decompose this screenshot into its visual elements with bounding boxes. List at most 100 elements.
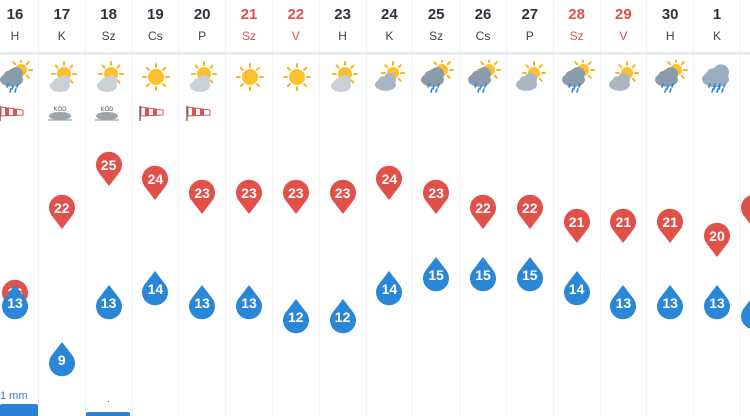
day-column[interactable]: 18 Sz KÖD 25 13 (86, 0, 133, 416)
cloud-sun-icon (607, 60, 641, 94)
min-temp-drop: 13 (703, 284, 731, 320)
day-number: 21 (240, 6, 258, 23)
day-number: 28 (568, 6, 585, 23)
min-temp-drop: 14 (375, 270, 403, 306)
max-temp-pin: 23 (282, 179, 310, 215)
max-temp-value: 23 (428, 185, 444, 202)
day-name: Cs (475, 29, 491, 43)
day-name: H (10, 29, 20, 43)
sun-cloud-icon (327, 60, 361, 94)
day-name: Sz (241, 29, 256, 43)
day-name: V (291, 29, 300, 43)
min-temp-drop: 14 (563, 270, 591, 306)
max-temp-pin: 23 (188, 179, 216, 215)
day-column[interactable]: 21 Sz 23 13 (226, 0, 273, 416)
min-temp-value: 13 (709, 294, 725, 311)
max-temp-pin: 21 (656, 208, 684, 244)
svg-text:KÖD: KÖD (53, 106, 67, 113)
cloud-sun-icon (373, 60, 407, 94)
precip-dot: . (107, 394, 110, 405)
partly-cloudy-rain-icon (561, 58, 595, 94)
day-name: K (385, 29, 394, 43)
partly-cloudy-rain-icon (467, 58, 501, 94)
min-temp-drop: 13 (235, 284, 263, 320)
min-temp-value: 9 (57, 351, 66, 368)
day-column[interactable]: 16H1613 (0, 0, 39, 416)
precip-bar (0, 404, 38, 416)
max-temp-value: 23 (288, 185, 304, 202)
day-column[interactable]: 27 P 22 15 (507, 0, 554, 416)
day-number: 17 (53, 6, 71, 23)
max-temp-value: 22 (54, 199, 70, 216)
day-number: 1 (712, 6, 722, 23)
day-column[interactable]: 23 H 23 12 (320, 0, 367, 416)
day-column[interactable]: 20 P 23 13 (179, 0, 227, 416)
day-column[interactable]: 26 Cs 22 15 (460, 0, 507, 416)
max-temp-pin: 24 (141, 165, 169, 201)
max-temp-pin: 22 (48, 194, 76, 230)
day-name: P (198, 29, 207, 43)
max-temp-value: 22 (522, 199, 538, 216)
cloud-sun-icon (514, 60, 548, 94)
max-temp-pin: 21 (609, 208, 637, 244)
min-temp-drop: 13 (1, 284, 29, 320)
rain-cloud-icon (701, 60, 735, 94)
min-temp-value: 15 (428, 266, 444, 283)
day-column[interactable]: 22 V 23 12 (273, 0, 320, 416)
day-column[interactable]: 17 K KÖD 22 9 (39, 0, 86, 416)
partly-cloudy-rain-icon (654, 58, 689, 94)
day-number: 24 (381, 6, 398, 23)
max-temp-pin: 25 (95, 151, 123, 187)
fog-icon: KÖD (90, 104, 124, 122)
day-column[interactable]: 1 K 20 13 (694, 0, 741, 416)
min-temp-drop: 14 (141, 270, 169, 306)
max-temp-pin: 22 (469, 194, 497, 230)
fog-icon: KÖD (43, 104, 77, 122)
min-temp-drop: 12 (282, 298, 310, 334)
partly-cloudy-rain-icon (0, 58, 33, 94)
day-column[interactable]: 25 Sz 23 15 (413, 0, 461, 416)
day-column[interactable]: 29 V 21 13 (600, 0, 648, 416)
min-temp-drop: 15 (422, 256, 450, 292)
min-temp-value: 12 (288, 309, 304, 326)
min-temp-value: 13 (194, 294, 210, 311)
min-temp-drop: 15 (516, 256, 544, 292)
sun-icon (280, 60, 314, 94)
day-column[interactable]: 24 K 24 14 (366, 0, 414, 416)
day-name: K (57, 29, 66, 43)
min-temp-value: 14 (381, 280, 398, 297)
day-column[interactable]: 19 Cs 24 14 (132, 0, 180, 416)
day-name: Sz (101, 29, 116, 43)
max-temp-pin: 23 (329, 179, 357, 215)
min-temp-drop: 13 (656, 284, 684, 320)
max-temp-pin (740, 194, 750, 230)
windsock-icon (183, 104, 217, 122)
day-name: Sz (569, 29, 584, 43)
min-temp-drop: 13 (609, 284, 637, 320)
max-temp-value: 24 (147, 171, 164, 188)
partly-cloudy-rain-icon (420, 58, 455, 94)
day-number: 23 (334, 6, 351, 23)
max-temp-value: 21 (615, 213, 632, 230)
min-temp-value: 13 (241, 294, 257, 311)
sun-cloud-icon (46, 60, 80, 94)
min-temp-value: 15 (522, 266, 538, 283)
max-temp-pin: 21 (563, 208, 591, 244)
max-temp-pin: 24 (375, 165, 403, 201)
day-number: 29 (615, 6, 632, 23)
day-number: 27 (521, 6, 539, 23)
sun-icon (233, 60, 267, 94)
min-temp-value: 15 (475, 266, 491, 283)
min-temp-drop: 13 (95, 284, 123, 320)
day-column[interactable]: 30 H 21 13 (647, 0, 695, 416)
day-name: Sz (429, 29, 444, 43)
precip-bar (86, 412, 130, 416)
min-temp-value: 13 (662, 294, 678, 311)
min-temp-drop: 12 (329, 298, 357, 334)
day-column[interactable]: 28 Sz 21 14 (554, 0, 601, 416)
max-temp-pin: 23 (235, 179, 263, 215)
sun-cloud-icon (93, 60, 127, 94)
max-temp-value: 23 (334, 185, 351, 202)
sun-cloud-icon (186, 60, 220, 94)
min-temp-value: 13 (100, 294, 117, 311)
